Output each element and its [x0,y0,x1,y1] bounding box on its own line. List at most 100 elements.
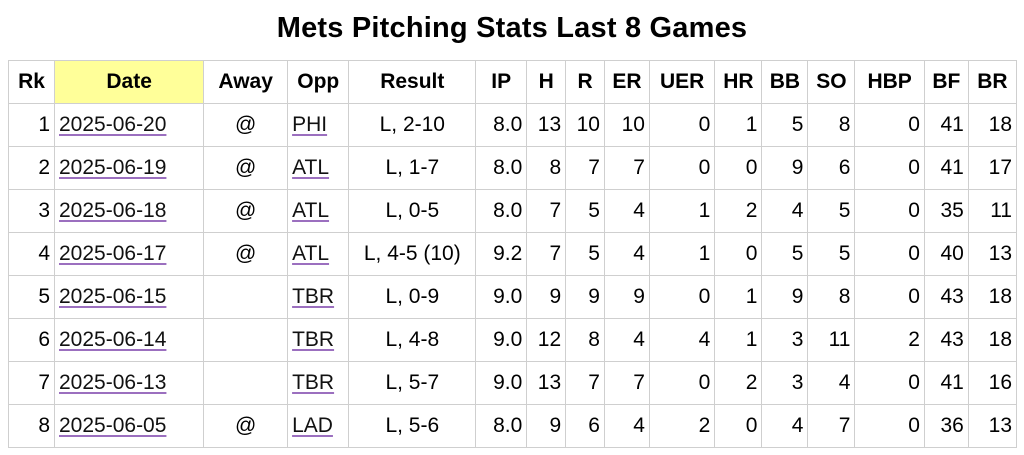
cell-hbp: 0 [854,361,925,405]
cell-date: 2025-06-18 [53,189,205,233]
cell-er: 4 [603,318,650,362]
cell-hbp: 0 [854,189,925,233]
opp-link[interactable]: LAD [292,414,333,437]
cell-r: 7 [565,361,605,405]
cell-away: @ [203,103,289,147]
cell-bf: 36 [923,404,969,448]
cell-er: 4 [603,232,650,276]
cell-br: 18 [967,318,1018,362]
cell-uer: 1 [648,189,716,233]
cell-result: L, 5-7 [348,361,477,405]
cell-bb: 4 [761,404,809,448]
cell-result: L, 0-9 [348,275,477,319]
header-rk[interactable]: Rk [8,60,55,104]
opp-link[interactable]: TBR [292,328,335,351]
cell-rk: 7 [8,361,55,405]
opp-link[interactable]: PHI [292,113,328,136]
cell-h: 12 [526,318,567,362]
cell-h: 8 [526,146,567,190]
cell-rk: 1 [8,103,55,147]
cell-date: 2025-06-15 [53,275,205,319]
cell-rk: 4 [8,232,55,276]
header-uer[interactable]: UER [648,60,716,104]
header-ip[interactable]: IP [475,60,528,104]
table-row: 6 2025-06-14 TBR L, 4-8 9.0 12 8 4 4 1 3 11 2 43 18 [8,318,1018,362]
opp-link[interactable]: ATL [292,242,330,265]
cell-hr: 0 [714,232,763,276]
cell-so: 5 [807,189,856,233]
cell-br: 11 [967,189,1018,233]
cell-result: L, 4-8 [348,318,477,362]
cell-opp: TBR [287,275,350,319]
cell-opp: ATL [287,189,350,233]
cell-result: L, 1-7 [348,146,477,190]
cell-opp: TBR [287,318,350,362]
header-h[interactable]: H [526,60,567,104]
cell-br: 17 [967,146,1018,190]
opp-link[interactable]: ATL [292,156,330,179]
date-link[interactable]: 2025-06-15 [59,285,167,308]
cell-r: 7 [565,146,605,190]
cell-br: 16 [967,361,1018,405]
header-hr[interactable]: HR [714,60,763,104]
cell-hr: 1 [714,275,763,319]
date-link[interactable]: 2025-06-05 [59,414,167,437]
header-opp[interactable]: Opp [287,60,350,104]
header-result[interactable]: Result [348,60,477,104]
cell-away [203,318,289,362]
date-link[interactable]: 2025-06-20 [59,113,167,136]
cell-uer: 0 [648,103,716,147]
header-r[interactable]: R [565,60,605,104]
cell-ip: 8.0 [475,404,528,448]
header-hbp[interactable]: HBP [854,60,925,104]
table-row: 2 2025-06-19 @ ATL L, 1-7 8.0 8 7 7 0 0 9 6 0 41 17 [8,146,1018,190]
header-bf[interactable]: BF [923,60,969,104]
cell-date: 2025-06-20 [53,103,205,147]
opp-link[interactable]: TBR [292,371,335,394]
cell-hbp: 0 [854,404,925,448]
cell-h: 13 [526,103,567,147]
header-row: Rk Date Away Opp Result IP H R ER UER HR… [8,60,1018,104]
cell-away: @ [203,404,289,448]
header-away[interactable]: Away [203,60,289,104]
cell-opp: ATL [287,232,350,276]
cell-ip: 9.0 [475,318,528,362]
date-link[interactable]: 2025-06-17 [59,242,167,265]
date-link[interactable]: 2025-06-18 [59,199,167,222]
cell-so: 8 [807,275,856,319]
cell-hr: 2 [714,361,763,405]
cell-r: 6 [565,404,605,448]
cell-ip: 8.0 [475,189,528,233]
cell-ip: 9.2 [475,232,528,276]
cell-r: 5 [565,232,605,276]
cell-away: @ [203,189,289,233]
cell-h: 9 [526,404,567,448]
cell-h: 7 [526,189,567,233]
cell-bb: 5 [761,232,809,276]
cell-so: 5 [807,232,856,276]
opp-link[interactable]: TBR [292,285,335,308]
cell-bf: 35 [923,189,969,233]
cell-er: 10 [603,103,650,147]
header-so[interactable]: SO [807,60,856,104]
date-link[interactable]: 2025-06-13 [59,371,167,394]
table-row: 4 2025-06-17 @ ATL L, 4-5 (10) 9.2 7 5 4 1 0 5 5 0 40 1… [8,232,1018,276]
cell-bb: 9 [761,146,809,190]
cell-uer: 0 [648,146,716,190]
cell-ip: 8.0 [475,103,528,147]
date-link[interactable]: 2025-06-14 [59,328,167,351]
cell-result: L, 2-10 [348,103,477,147]
date-link[interactable]: 2025-06-19 [59,156,167,179]
cell-bb: 3 [761,318,809,362]
cell-ip: 9.0 [475,275,528,319]
cell-hbp: 2 [854,318,925,362]
header-bb[interactable]: BB [761,60,809,104]
cell-date: 2025-06-05 [53,404,205,448]
header-er[interactable]: ER [603,60,650,104]
cell-away: @ [203,232,289,276]
cell-date: 2025-06-19 [53,146,205,190]
table-row: 3 2025-06-18 @ ATL L, 0-5 8.0 7 5 4 1 2 4 5 0 35 11 [8,189,1018,233]
header-date[interactable]: Date [53,60,205,104]
opp-link[interactable]: ATL [292,199,330,222]
header-br[interactable]: BR [967,60,1018,104]
